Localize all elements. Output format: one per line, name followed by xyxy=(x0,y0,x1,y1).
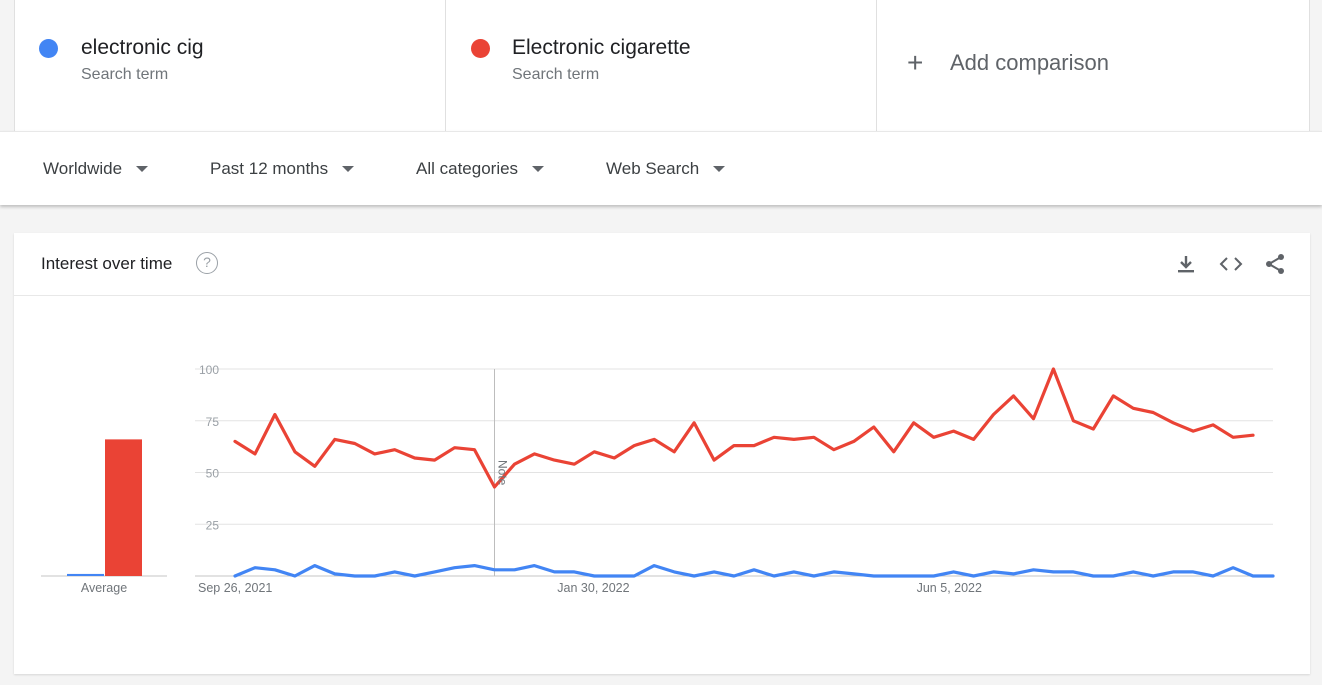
add-comparison-card[interactable]: + Add comparison xyxy=(876,0,1310,131)
search-term-card-2[interactable]: Electronic cigarette Search term xyxy=(445,0,876,131)
term-type: Search term xyxy=(512,66,600,83)
interest-chart: 25 50 75 100 Sep 26, 2021 Jan 30, 2022 Jun 5, … xyxy=(41,363,1275,595)
add-comparison-button[interactable]: + Add comparison xyxy=(907,47,1109,78)
chart-series xyxy=(233,367,1275,578)
term-type: Search term xyxy=(81,66,169,83)
note-label[interactable]: Note xyxy=(496,460,510,486)
search-type-filter-dropdown[interactable]: Web Search xyxy=(606,159,726,179)
caret-down-icon xyxy=(342,166,355,172)
embed-code-icon[interactable] xyxy=(1219,252,1243,276)
time-filter-label: Past 12 months xyxy=(210,159,329,178)
help-circle-icon[interactable]: ? xyxy=(196,252,218,274)
add-comparison-label: Add comparison xyxy=(950,50,1109,75)
series-line[interactable] xyxy=(233,367,1255,489)
card-title: Interest over time xyxy=(41,254,173,273)
y-tick-label: 25 xyxy=(206,518,220,532)
chart-grid xyxy=(41,368,1273,577)
download-icon[interactable] xyxy=(1174,252,1198,276)
filter-bar: Worldwide Past 12 months All categories … xyxy=(0,131,1322,205)
x-tick-label: Jan 30, 2022 xyxy=(557,581,629,595)
search-term-card-1[interactable]: electronic cig Search term xyxy=(14,0,445,131)
category-filter-label: All categories xyxy=(416,159,519,178)
y-tick-label: 50 xyxy=(206,467,220,481)
region-filter-dropdown[interactable]: Worldwide xyxy=(43,159,149,179)
x-tick-label: Sep 26, 2021 xyxy=(198,581,272,595)
y-tick-label: 75 xyxy=(206,415,220,429)
card-header: Interest over time ? xyxy=(14,233,1310,296)
caret-down-icon xyxy=(532,166,545,172)
caret-down-icon xyxy=(713,166,726,172)
term-name[interactable]: Electronic cigarette xyxy=(512,36,691,59)
caret-down-icon xyxy=(136,166,149,172)
category-filter-dropdown[interactable]: All categories xyxy=(416,159,545,179)
term-color-dot-icon xyxy=(471,39,490,58)
x-tick-label: Jun 5, 2022 xyxy=(917,581,982,595)
average-bar xyxy=(67,573,104,576)
term-name[interactable]: electronic cig xyxy=(81,36,204,59)
series-line[interactable] xyxy=(233,564,1275,578)
average-bar xyxy=(105,439,142,576)
average-label: Average xyxy=(81,581,127,595)
plus-icon: + xyxy=(907,47,924,78)
chart-labels: 25 50 75 100 Sep 26, 2021 Jan 30, 2022 Jun 5, … xyxy=(81,363,982,595)
interest-over-time-card: Interest over time ? 25 50 75 100 Sep 26, 20… xyxy=(14,233,1310,674)
comparison-bar: electronic cig Search term Electronic ci… xyxy=(0,0,1322,131)
share-icon[interactable] xyxy=(1263,252,1287,276)
search-type-filter-label: Web Search xyxy=(606,159,700,178)
time-filter-dropdown[interactable]: Past 12 months xyxy=(210,159,355,179)
average-bars xyxy=(67,439,142,576)
region-filter-label: Worldwide xyxy=(43,159,123,178)
y-tick-label: 100 xyxy=(199,363,219,377)
term-color-dot-icon xyxy=(39,39,58,58)
